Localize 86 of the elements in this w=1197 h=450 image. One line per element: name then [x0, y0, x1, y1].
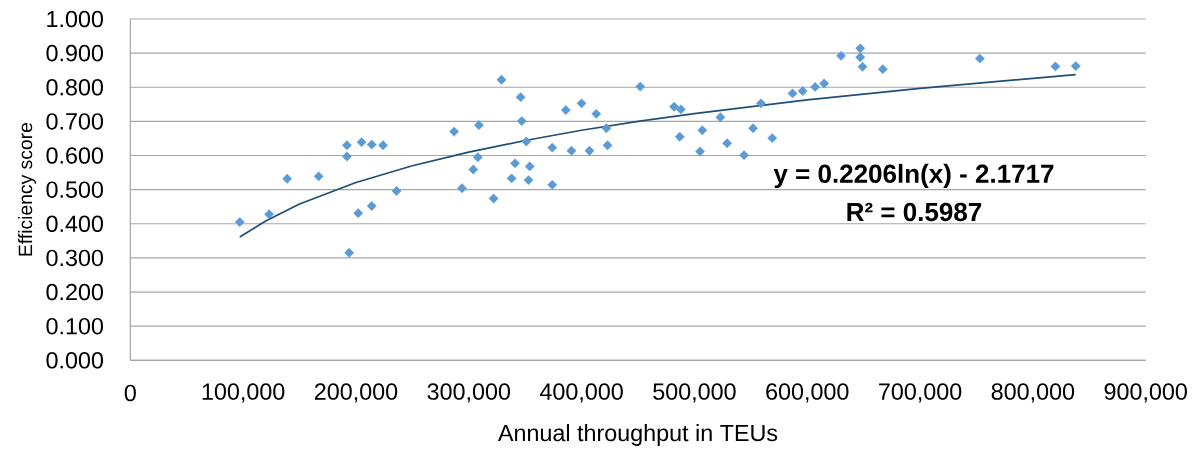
point — [756, 98, 766, 109]
point — [676, 104, 686, 115]
point — [506, 173, 517, 184]
point — [767, 133, 778, 143]
point — [264, 209, 274, 220]
point — [566, 145, 577, 156]
point — [282, 173, 292, 184]
point — [313, 171, 324, 182]
annotation: R² = 0.5987 — [847, 202, 982, 222]
y-tick-label: 0.000 — [46, 352, 103, 369]
point — [472, 152, 483, 163]
point — [378, 140, 388, 151]
line-series — [238, 73, 1077, 238]
x-tick-label: 500,000 — [653, 383, 736, 403]
point — [234, 217, 245, 227]
point — [523, 175, 534, 185]
point — [739, 150, 749, 161]
point — [524, 161, 535, 172]
y-tick-label: 0.900 — [46, 44, 103, 62]
y-tick-label: 0.700 — [46, 113, 103, 130]
point — [496, 74, 507, 85]
y-tick-label: 0.200 — [46, 283, 103, 301]
point — [510, 158, 520, 169]
x-tick-label: 100,000 — [202, 383, 285, 403]
point — [591, 109, 602, 119]
point — [855, 43, 866, 54]
point — [547, 180, 558, 190]
point — [669, 101, 679, 112]
x-tick-label: 200,000 — [314, 383, 398, 403]
point — [877, 64, 888, 75]
point — [635, 81, 646, 92]
point — [468, 164, 479, 175]
point — [342, 140, 352, 151]
point — [584, 145, 595, 156]
point — [353, 208, 364, 219]
x-tick-label: 700,000 — [879, 383, 962, 403]
x-tick-label: 900,000 — [1104, 383, 1187, 403]
point — [1050, 61, 1061, 72]
point — [474, 120, 484, 130]
point — [366, 201, 377, 211]
point — [836, 50, 846, 61]
x-axis-title: Annual throughput in TEUs — [497, 424, 778, 446]
point — [560, 105, 571, 115]
point — [521, 136, 532, 147]
point — [602, 140, 613, 151]
point — [515, 92, 526, 103]
point — [449, 126, 459, 137]
point — [488, 193, 499, 204]
point — [601, 123, 612, 134]
x-tick-label: 300,000 — [427, 383, 511, 403]
x-tick-label: 600,000 — [766, 383, 849, 403]
annotation: y = 0.2206ln(x) - 2.1717 — [773, 163, 1054, 189]
point — [695, 146, 705, 157]
point — [722, 138, 732, 149]
point — [715, 112, 726, 123]
point — [797, 86, 808, 96]
point — [457, 183, 467, 194]
point — [787, 88, 798, 99]
y-tick-label: 0.500 — [46, 181, 103, 198]
point — [857, 61, 868, 72]
point — [344, 247, 355, 258]
point — [697, 125, 708, 136]
y-tick-label: 0.800 — [46, 79, 103, 96]
point — [391, 186, 402, 196]
x-tick-label: 800,000 — [991, 383, 1075, 403]
point — [974, 53, 985, 64]
y-tick-label: 0.100 — [46, 317, 103, 335]
point — [819, 78, 830, 89]
point — [748, 123, 758, 134]
point — [356, 137, 367, 148]
y-tick-label: 0.400 — [46, 215, 103, 233]
y-tick-label: 0.600 — [46, 147, 103, 164]
point — [1070, 61, 1081, 71]
x-tick-label: 0 — [124, 384, 136, 402]
point — [810, 82, 820, 92]
point — [576, 98, 587, 109]
point — [547, 142, 558, 153]
y-axis-title: Efficiency score — [18, 123, 37, 256]
y-tick-label: 1.000 — [47, 10, 103, 28]
point — [674, 131, 685, 142]
x-tick-label: 400,000 — [539, 383, 623, 403]
point — [516, 116, 527, 126]
point — [366, 139, 377, 150]
point — [855, 52, 866, 63]
point — [342, 151, 352, 162]
y-tick-label: 0.300 — [46, 249, 103, 267]
